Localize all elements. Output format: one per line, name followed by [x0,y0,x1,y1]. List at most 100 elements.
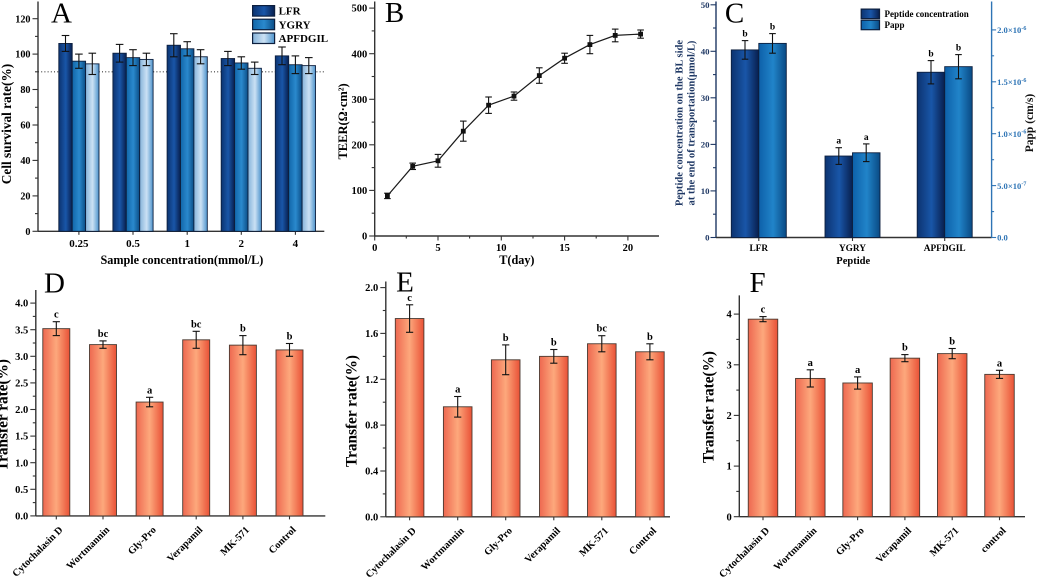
svg-text:Sample concentration(mmol/L): Sample concentration(mmol/L) [100,253,263,267]
svg-text:2.0: 2.0 [365,283,378,294]
svg-text:a: a [147,385,153,396]
svg-text:at the end of transportation(μ: at the end of transportation(μmol/L) [687,40,698,205]
svg-text:b: b [240,324,246,335]
svg-text:a: a [455,385,461,396]
svg-text:10: 10 [496,243,507,254]
svg-text:120: 120 [15,14,30,25]
svg-text:Transfer rate(%): Transfer rate(%) [344,355,361,467]
svg-text:b: b [928,50,933,60]
svg-text:A: A [51,0,72,30]
svg-text:b: b [287,332,293,343]
svg-text:0.25: 0.25 [69,238,89,250]
svg-text:a: a [836,137,841,147]
svg-text:20: 20 [623,243,634,254]
svg-text:YGRY: YGRY [279,19,311,31]
svg-text:a: a [808,358,814,369]
svg-text:Cell survival rate(%): Cell survival rate(%) [0,64,14,184]
svg-text:b: b [902,343,908,354]
svg-text:Peptide concentration: Peptide concentration [885,9,969,19]
svg-text:D: D [44,268,65,300]
svg-text:3.0: 3.0 [15,352,28,363]
svg-text:1.5×10-6: 1.5×10-6 [997,77,1026,87]
svg-text:Peptide concentration on the B: Peptide concentration on the BL side [675,40,686,207]
svg-text:Transfer rate(%): Transfer rate(%) [701,351,718,463]
svg-text:40: 40 [20,156,30,167]
svg-text:0: 0 [705,233,710,243]
svg-text:500: 500 [351,4,367,15]
svg-text:20: 20 [701,140,710,150]
svg-text:0.5: 0.5 [126,238,140,250]
svg-text:2.0: 2.0 [15,405,28,416]
svg-text:200: 200 [351,140,367,151]
svg-text:0.0: 0.0 [365,512,378,523]
svg-text:c: c [407,293,412,304]
svg-text:80: 80 [20,85,30,96]
svg-text:0.8: 0.8 [365,421,378,432]
svg-text:B: B [385,0,404,29]
svg-text:0.5: 0.5 [15,485,28,496]
svg-text:100: 100 [351,186,367,197]
svg-text:bc: bc [98,329,109,340]
svg-text:50: 50 [701,0,710,10]
svg-text:1.5: 1.5 [15,432,28,443]
svg-text:15: 15 [559,243,570,254]
svg-text:10: 10 [701,186,710,196]
svg-text:2.0×10-6: 2.0×10-6 [997,25,1026,35]
svg-text:Papp (cm/s): Papp (cm/s) [1024,94,1036,153]
svg-text:300: 300 [351,95,367,106]
svg-text:TEER(Ω·cm²): TEER(Ω·cm²) [336,83,350,159]
svg-text:a: a [997,358,1003,369]
svg-text:Papp: Papp [885,20,905,30]
svg-text:1.6: 1.6 [365,329,378,340]
svg-text:0.0: 0.0 [997,233,1008,243]
svg-text:0: 0 [372,243,377,254]
svg-text:E: E [396,267,414,299]
svg-text:Peptide: Peptide [836,256,870,267]
svg-text:Transfer rate(%): Transfer rate(%) [0,359,11,471]
svg-text:1.0×10-6: 1.0×10-6 [997,129,1026,139]
svg-text:1: 1 [184,238,190,250]
svg-text:LFR: LFR [279,6,302,18]
svg-text:60: 60 [20,121,30,132]
svg-text:2.5: 2.5 [15,379,28,390]
svg-text:C: C [725,0,744,30]
svg-text:b: b [742,30,747,40]
svg-text:LFR: LFR [749,244,768,254]
svg-text:T(day): T(day) [499,253,534,267]
svg-text:b: b [949,337,955,348]
svg-text:c: c [54,310,59,321]
svg-text:3.5: 3.5 [15,325,28,336]
svg-text:b: b [770,23,775,33]
svg-text:100: 100 [15,50,30,61]
svg-text:1.0: 1.0 [15,458,28,469]
svg-text:30: 30 [701,93,710,103]
svg-text:5: 5 [435,243,440,254]
svg-text:40: 40 [701,47,710,57]
svg-text:0: 0 [727,512,732,523]
svg-text:a: a [864,133,869,143]
svg-text:F: F [750,267,766,299]
svg-text:bc: bc [191,319,202,330]
svg-text:b: b [503,333,509,344]
svg-text:5.0×10-7: 5.0×10-7 [997,181,1026,191]
svg-text:a: a [855,365,861,376]
svg-text:0: 0 [25,227,30,238]
svg-text:0.0: 0.0 [15,512,28,523]
svg-text:0: 0 [362,232,367,243]
svg-text:b: b [647,332,653,343]
svg-text:2: 2 [239,238,245,250]
svg-text:APFDGIL: APFDGIL [924,244,966,254]
svg-text:2: 2 [727,411,732,422]
svg-text:20: 20 [20,192,30,203]
svg-text:400: 400 [351,49,367,60]
svg-text:APFDGIL: APFDGIL [279,33,329,45]
svg-text:b: b [956,44,961,54]
svg-text:3: 3 [727,360,732,371]
svg-text:YGRY: YGRY [839,244,866,254]
svg-text:1.2: 1.2 [365,375,378,386]
svg-text:0.4: 0.4 [365,467,379,478]
svg-text:1: 1 [727,462,732,473]
svg-text:c: c [761,305,766,316]
svg-text:b: b [551,338,557,349]
svg-text:bc: bc [597,324,608,335]
